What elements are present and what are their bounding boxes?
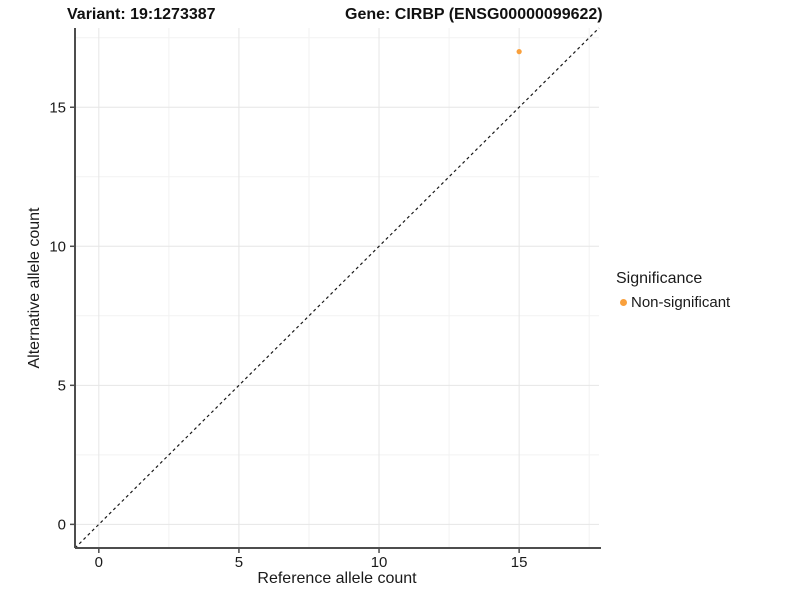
x-tick-label: 10 (371, 554, 388, 571)
x-tick-label: 5 (235, 554, 243, 571)
variant-title: Variant: 19:1273387 (67, 6, 216, 23)
identity-reference-line (74, 27, 600, 549)
x-tick-label: 15 (511, 554, 528, 571)
x-axis-title: Reference allele count (257, 570, 417, 587)
y-tick-label: 5 (58, 377, 66, 394)
y-axis-title: Alternative allele count (26, 207, 43, 369)
y-tick-label: 10 (49, 238, 66, 255)
legend-title: Significance (616, 270, 703, 287)
data-point (516, 49, 522, 55)
y-tick-label: 0 (58, 516, 66, 533)
gene-title: Gene: CIRBP (ENSG00000099622) (345, 6, 603, 23)
legend-item-non-significant: Non-significant (616, 293, 730, 311)
y-tick-label: 15 (49, 99, 66, 116)
x-tick-label: 0 (95, 554, 103, 571)
legend: Significance Non-significant (616, 270, 730, 311)
legend-item-label: Non-significant (631, 293, 731, 311)
legend-point-icon (620, 298, 627, 306)
